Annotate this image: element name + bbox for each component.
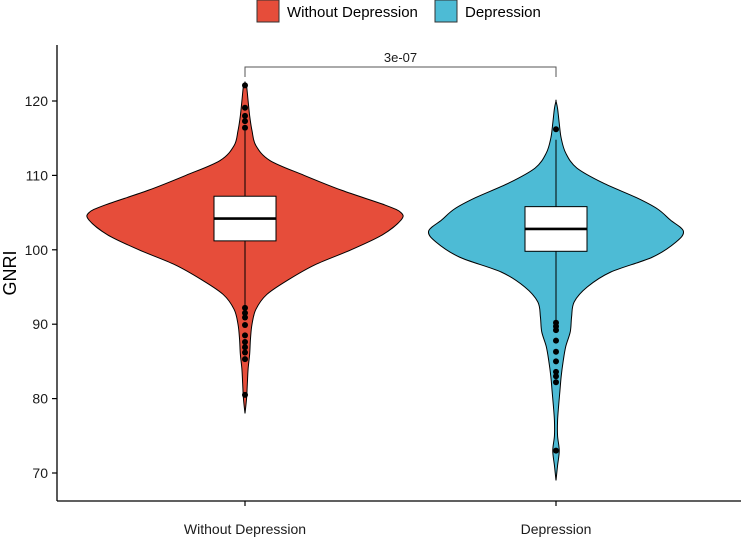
p-value-label: 3e-07: [384, 50, 417, 65]
outlier-point: [242, 339, 248, 346]
outlier-point: [242, 124, 248, 131]
outlier-point: [553, 337, 559, 344]
x-ticks: Without Depression Depression: [184, 501, 592, 537]
legend-swatch-depression: [434, 0, 458, 23]
x-tick-label: Depression: [521, 521, 592, 537]
outlier-point: [242, 118, 248, 125]
y-tick-label: 120: [25, 93, 49, 109]
outlier-point: [553, 126, 559, 133]
comparison-bracket: 3e-07: [244, 50, 557, 77]
y-tick-label: 70: [32, 465, 48, 481]
outlier-point: [553, 327, 559, 334]
outlier-point: [553, 447, 559, 454]
outlier-point: [242, 112, 248, 119]
y-tick-label: 100: [25, 242, 49, 258]
legend-label-without-depression: Without Depression: [287, 4, 418, 21]
legend: Without Depression Depression: [256, 0, 541, 23]
outlier-point: [553, 373, 559, 380]
outlier-point: [242, 391, 248, 398]
outlier-point: [553, 379, 559, 386]
outlier-point: [553, 368, 559, 375]
outlier-point: [242, 104, 248, 111]
outlier-point: [242, 82, 248, 89]
outlier-point: [242, 304, 248, 311]
outlier-point: [553, 358, 559, 365]
legend-swatch-without-depression: [256, 0, 280, 23]
legend-label-depression: Depression: [465, 4, 541, 21]
outlier-point: [242, 332, 248, 339]
outlier-point: [553, 348, 559, 355]
violins: [86, 81, 685, 481]
y-axis-title: GNRI: [0, 251, 20, 296]
outlier-point: [242, 310, 248, 317]
y-ticks: 70 80 90 100 110 120: [25, 93, 57, 481]
y-tick-label: 80: [32, 391, 48, 407]
y-tick-label: 110: [26, 167, 49, 183]
outlier-point: [242, 344, 248, 351]
outlier-point: [242, 349, 248, 356]
comparison-bracket-line: [244, 66, 557, 77]
y-tick-label: 90: [32, 316, 48, 332]
x-tick-label: Without Depression: [184, 521, 306, 537]
outlier-point: [242, 321, 248, 328]
outlier-point: [242, 314, 248, 321]
outlier-point: [242, 356, 248, 363]
